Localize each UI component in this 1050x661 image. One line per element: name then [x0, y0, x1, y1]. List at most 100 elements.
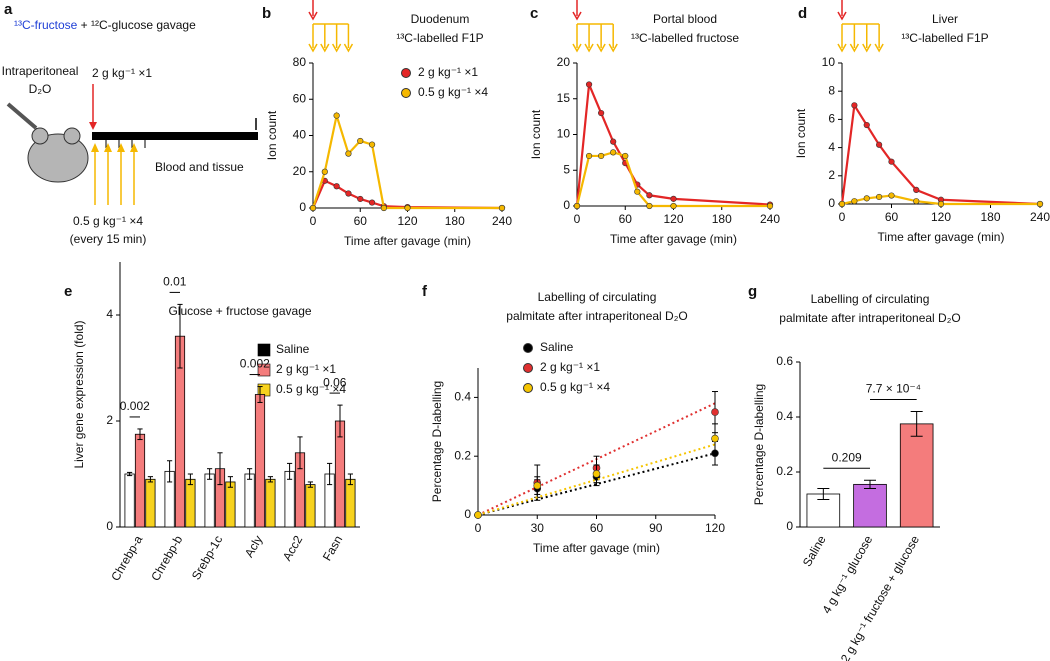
point [592, 470, 601, 478]
point [309, 204, 317, 212]
error-bar [177, 303, 183, 369]
point [670, 195, 677, 202]
y-tick-label: 20 [557, 55, 571, 69]
point [888, 192, 895, 199]
point [876, 141, 883, 148]
error-bar [167, 460, 173, 483]
mouse-ear [63, 127, 81, 145]
series-line [840, 102, 1041, 206]
fit-line [477, 402, 716, 516]
x-axis-label: Time after gavage (min) [533, 541, 660, 555]
y-tick-label: 0 [786, 519, 793, 533]
y-axis-label: Ion count [794, 108, 808, 158]
legend-label: Saline [276, 342, 310, 356]
arrowhead [89, 122, 97, 130]
x-tick-label: 0 [310, 214, 317, 228]
x-tick-label: 0 [574, 212, 581, 226]
bar [254, 394, 266, 528]
tracer: ¹³C-fructose [14, 18, 78, 32]
point [913, 198, 920, 205]
point [913, 186, 920, 193]
point [851, 198, 858, 205]
bar [899, 423, 934, 528]
y-tick-label: 8 [828, 83, 835, 97]
y-tick-label: 2 [106, 413, 113, 427]
error-bar [217, 452, 223, 486]
legend-marker [523, 343, 533, 353]
error-bar [147, 476, 153, 483]
single-dose: 2 g kg⁻¹ ×1 [92, 66, 152, 80]
point [598, 152, 605, 160]
x-tick-label: 30 [531, 521, 545, 535]
point [863, 195, 870, 202]
point [610, 138, 617, 145]
y-tick-label: 0.4 [776, 409, 793, 423]
repeat-dose: (every 15 min) [70, 232, 147, 246]
point [321, 168, 328, 175]
point [380, 204, 387, 212]
error-bar [257, 386, 263, 403]
y-tick-label: 4 [828, 140, 835, 154]
x-tick-label: 180 [980, 210, 1000, 224]
error-bar [307, 481, 313, 488]
panel-label: e [64, 283, 72, 300]
point [937, 200, 945, 208]
legend-marker [401, 88, 411, 98]
injection: D₂O [29, 82, 52, 96]
x-tick-label: 2 g kg⁻¹ fructose + glucose [838, 533, 922, 661]
y-tick-label: 5 [563, 162, 570, 176]
panel-label: a [4, 1, 13, 18]
x-tick-label: 240 [492, 214, 512, 228]
legend-label: 0.5 g kg⁻¹ ×4 [540, 380, 610, 394]
y-tick-label: 60 [293, 91, 307, 105]
y-axis-label: Liver gene expression (fold) [72, 320, 86, 468]
point [838, 200, 846, 208]
point [711, 434, 719, 443]
point [622, 152, 629, 160]
x-tick-label: 4 g kg⁻¹ glucose [819, 533, 875, 616]
series-line [311, 179, 503, 210]
chart-title: Labelling of circulating [538, 290, 657, 304]
repeat-dose: 0.5 g kg⁻¹ ×4 [73, 214, 143, 228]
x-tick-label: 120 [931, 210, 951, 224]
bar [305, 484, 316, 528]
error-bar [297, 436, 303, 470]
y-tick-label: 15 [557, 91, 571, 105]
error-bar [137, 428, 143, 441]
p-value: 0.002 [120, 399, 150, 413]
bar [345, 478, 356, 528]
chart-title: ¹³C-labelled F1P [901, 31, 988, 45]
x-tick-label: Saline [800, 533, 829, 569]
y-tick-label: 0 [828, 196, 835, 210]
y-tick-label: 4 [106, 307, 113, 321]
point [345, 150, 352, 157]
y-axis-label: Ion count [265, 110, 279, 160]
chart-title: Labelling of circulating [811, 292, 930, 306]
bar [853, 483, 887, 528]
x-tick-label: 120 [705, 521, 725, 535]
error-bar [287, 462, 293, 480]
bar [145, 478, 156, 528]
y-tick-label: 10 [822, 55, 836, 69]
chart-title: ¹³C-labelled F1P [396, 31, 483, 45]
panel-label: g [748, 283, 757, 300]
point [670, 202, 677, 210]
y-tick-label: 20 [293, 164, 307, 178]
y-tick-label: 0.6 [776, 354, 793, 368]
syringe [6, 102, 38, 130]
gavage: + ¹²C-glucose gavage [77, 18, 196, 32]
x-tick-label: 120 [663, 212, 683, 226]
y-tick-label: 0.2 [776, 464, 793, 478]
dose-arrow [308, 0, 318, 21]
fit-line [477, 443, 716, 516]
error-bar [267, 476, 273, 483]
x-tick-label: Fasn [320, 533, 345, 563]
y-tick-label: 0.4 [454, 390, 471, 404]
point [888, 158, 895, 165]
bar [265, 478, 276, 528]
point [368, 199, 376, 206]
series-line [575, 84, 771, 207]
point [863, 121, 870, 129]
point [533, 481, 542, 490]
point [368, 141, 376, 148]
